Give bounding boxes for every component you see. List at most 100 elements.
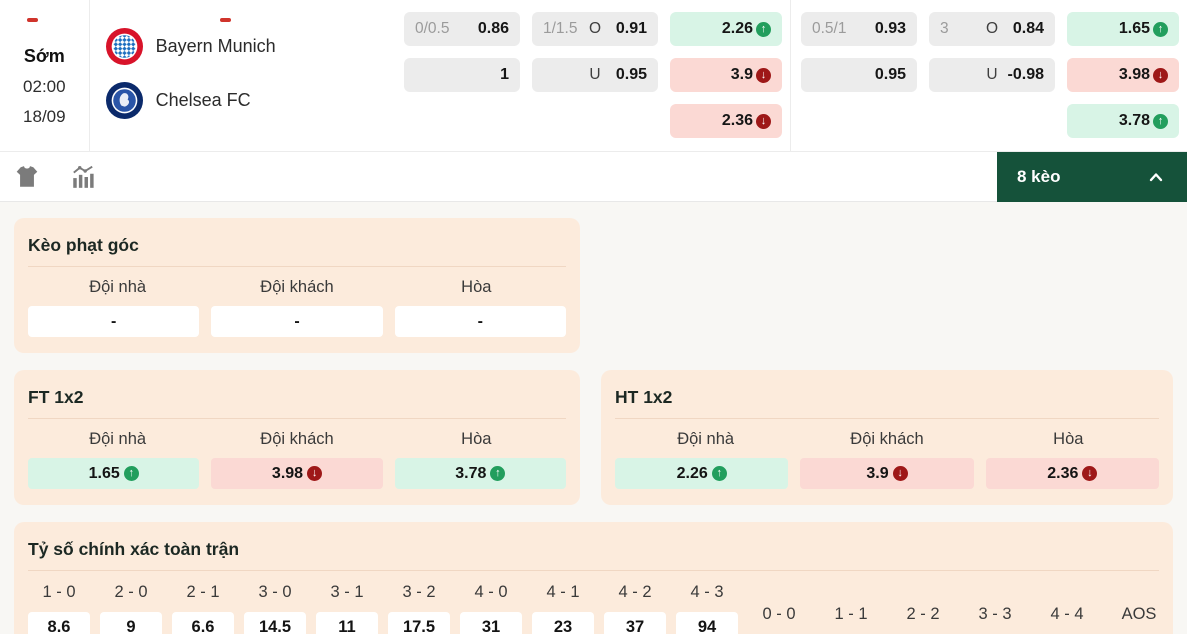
score-odds-cell[interactable]: 94 [676, 612, 738, 634]
odds-group-second: 0.5/1 0.93 3 O 0.84 1.65 0.95 [790, 0, 1187, 151]
score-column: 4 - 4 249 [1036, 605, 1098, 634]
away-team-row[interactable]: Chelsea FC [105, 82, 398, 119]
score-odds-cell[interactable]: 9 [100, 612, 162, 634]
correct-score-card: Tỷ số chính xác toàn trận 1 - 0 8.6 2 - … [14, 522, 1173, 634]
corner-away-odds-cell[interactable]: - [211, 306, 383, 337]
odds-value: 3.98 [271, 464, 304, 482]
odds-value: 3.78 [455, 464, 487, 482]
score-label: 3 - 0 [258, 583, 292, 601]
score-odds-cell[interactable]: 37 [604, 612, 666, 634]
odds-group-first: 0/0.5 0.86 1/1.5 O 0.91 2.26 1 [398, 0, 790, 151]
handicap-odds-chip[interactable]: 0/0.5 0.86 [404, 12, 520, 46]
score-column: 3 - 2 17.5 [388, 583, 450, 634]
over-odds-chip[interactable]: 1/1.5 O 0.91 [532, 12, 658, 46]
score-odds-cell[interactable]: 23 [532, 612, 594, 634]
odds-value: 3.78 [1118, 112, 1150, 129]
score-label: 4 - 4 [1050, 605, 1084, 623]
corner-draw-odds-cell[interactable]: - [394, 306, 566, 337]
score-label: 4 - 2 [618, 583, 652, 601]
trend-arrow-icon [756, 21, 771, 37]
away-header: Đội khách [260, 430, 334, 448]
teams-column: Bayern Munich Chelsea FC [90, 0, 398, 151]
ft-home-odds-cell[interactable]: 1.65 [28, 458, 200, 489]
one-x-two-odds-chip[interactable]: 1.65 [1067, 12, 1179, 46]
score-column: 0 - 0 17.5 [748, 605, 810, 634]
draw-scores-group: 0 - 0 17.5 1 - 1 6.8 2 - 2 12 3 - 3 49 [748, 605, 1180, 634]
score-odds-cell[interactable]: 14.5 [244, 612, 306, 634]
ht-away-odds-cell[interactable]: 3.9 [800, 458, 974, 489]
ht-draw-odds-cell[interactable]: 2.36 [985, 458, 1159, 489]
score-label: 0 - 0 [762, 605, 796, 623]
one-x-two-odds-chip[interactable]: 2.26 [670, 12, 782, 46]
score-label: AOS [1121, 605, 1157, 623]
corner-home-odds-cell[interactable]: - [28, 306, 200, 337]
bayern-munich-crest-icon [105, 28, 143, 65]
score-odds-cell[interactable]: 8.6 [28, 612, 90, 634]
draw-header: Hòa [1053, 430, 1084, 448]
score-label: 2 - 2 [906, 605, 940, 623]
odds-value: 3.98 [1118, 66, 1150, 83]
score-column: 3 - 1 11 [316, 583, 378, 634]
match-time: 02:00 [23, 77, 66, 96]
under-odds-chip[interactable]: U -0.98 [929, 58, 1055, 92]
away-header: Đội khách [260, 278, 334, 296]
match-time-column: Sớm 02:00 18/09 [0, 0, 90, 151]
score-label: 4 - 3 [690, 583, 724, 601]
under-odds-chip[interactable]: U 0.95 [532, 58, 658, 92]
one-x-two-odds-chip[interactable]: 3.9 [670, 58, 782, 92]
corner-card-title: Kèo phạt góc [28, 231, 566, 267]
over-mark: O [985, 20, 999, 37]
ft-draw-odds-cell[interactable]: 3.78 [394, 458, 566, 489]
handicap-odds-value: 0.95 [874, 66, 906, 83]
over-odds-chip[interactable]: 3 O 0.84 [929, 12, 1055, 46]
score-odds-cell[interactable]: 31 [460, 612, 522, 634]
handicap-odds-chip[interactable]: 0.95 [801, 58, 917, 92]
handicap-line: 0.5/1 [812, 20, 847, 37]
ft-card-title: FT 1x2 [28, 383, 566, 419]
home-header: Đội nhà [89, 430, 147, 448]
handicap-odds-chip[interactable]: 1 [404, 58, 520, 92]
one-x-two-odds-chip[interactable]: 3.78 [1067, 104, 1179, 138]
odds-value: 2.26 [676, 464, 708, 482]
handicap-odds-value: 1 [500, 66, 509, 83]
score-label: 1 - 0 [42, 583, 76, 601]
ht-home-odds-cell[interactable]: 2.26 [615, 458, 789, 489]
score-column: 4 - 0 31 [460, 583, 522, 634]
under-mark: U [986, 66, 998, 83]
home-header: Đội nhà [89, 278, 147, 296]
trend-arrow-icon [1082, 466, 1098, 481]
trend-arrow-icon [1153, 21, 1168, 37]
odds-value: 3.9 [866, 464, 889, 482]
score-label: 3 - 1 [330, 583, 364, 601]
score-column: 4 - 2 37 [604, 583, 666, 634]
score-odds-cell[interactable]: 11 [316, 612, 378, 634]
trend-arrow-icon [123, 466, 139, 481]
score-label: 1 - 1 [834, 605, 868, 623]
score-column: 3 - 3 49 [964, 605, 1026, 634]
stats-chart-icon[interactable] [70, 164, 96, 190]
handicap-odds-chip[interactable]: 0.5/1 0.93 [801, 12, 917, 46]
match-stage-label: Sớm [23, 46, 65, 66]
score-column: 1 - 1 6.8 [820, 605, 882, 634]
odds-value: 2.36 [1047, 464, 1079, 482]
score-odds-cell[interactable]: 17.5 [388, 612, 450, 634]
ft-away-odds-cell[interactable]: 3.98 [211, 458, 383, 489]
trend-arrow-icon [711, 466, 727, 481]
correct-score-title: Tỷ số chính xác toàn trận [28, 535, 1159, 571]
score-column: 3 - 0 14.5 [244, 583, 306, 634]
jersey-icon[interactable] [14, 164, 40, 190]
score-odds-cell[interactable]: 6.6 [172, 612, 234, 634]
draw-header: Hòa [461, 430, 492, 448]
home-team-row[interactable]: Bayern Munich [105, 28, 398, 65]
one-x-two-odds-chip[interactable]: 2.36 [670, 104, 782, 138]
draw-header: Hòa [461, 278, 492, 296]
score-column: AOS 13.5 [1108, 605, 1170, 634]
one-x-two-odds-chip[interactable]: 3.98 [1067, 58, 1179, 92]
ht-1x2-card: HT 1x2 Đội nhà Đội khách Hòa 2.26 3.9 [601, 370, 1173, 505]
home-team-name: Bayern Munich [155, 36, 276, 56]
odds-value: 1.65 [88, 464, 120, 482]
score-column: 4 - 3 94 [676, 583, 738, 634]
score-column: 2 - 0 9 [100, 583, 162, 634]
odds-count-button[interactable]: 8 kèo [997, 151, 1187, 202]
